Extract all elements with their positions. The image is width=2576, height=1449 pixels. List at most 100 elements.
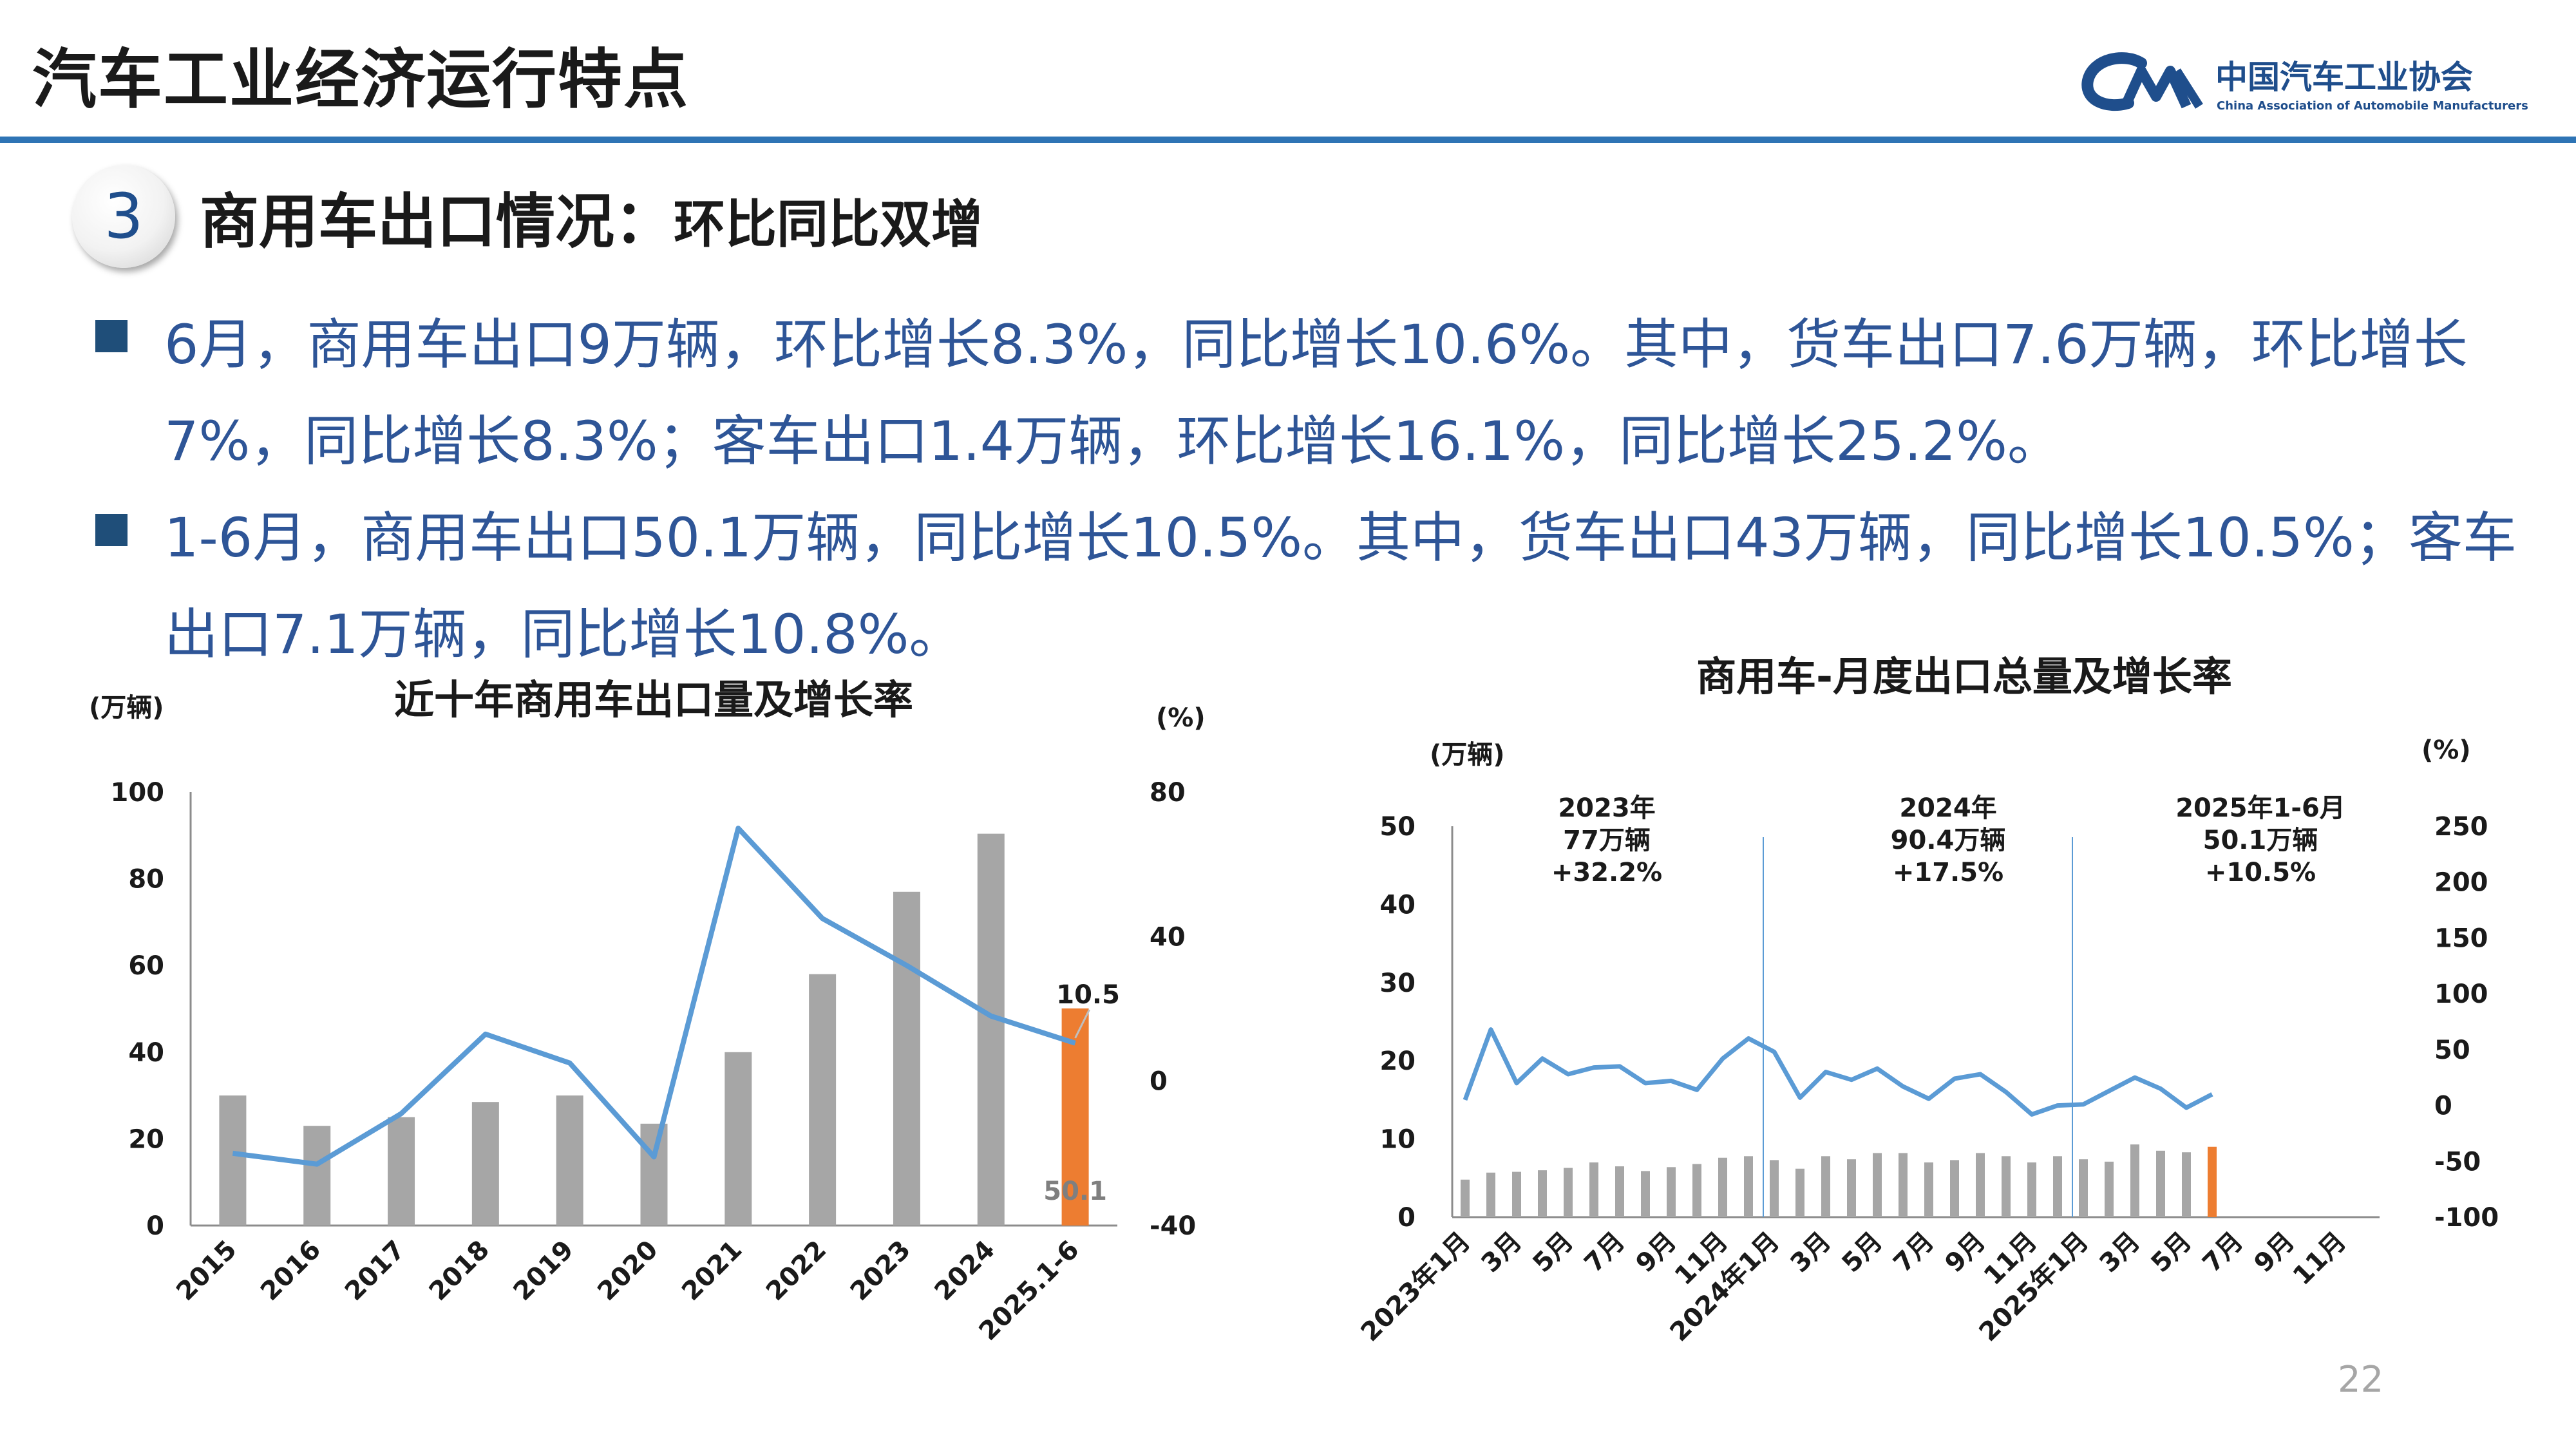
bar-3月 [1821, 1156, 1830, 1217]
y2-tick-label: 0 [2434, 1092, 2452, 1121]
y2-tick-label: 200 [2434, 868, 2488, 898]
bar-3月 [2130, 1144, 2139, 1217]
x-tick-label: 5月 [2146, 1227, 2197, 1278]
section-number-badge: 3 [72, 165, 175, 268]
bar-8月 [1950, 1160, 1959, 1217]
page-number: 22 [2338, 1359, 2384, 1401]
bar-3月 [1512, 1171, 1521, 1217]
bar-5月 [1873, 1153, 1882, 1217]
bar-2024年1月 [1770, 1160, 1779, 1217]
bullet-2-line-2: 出口7.1万辆，同比增长10.8%。 [164, 603, 963, 666]
y2-tick-label: -40 [1150, 1211, 1196, 1241]
y-tick-label: 0 [1397, 1203, 1416, 1233]
year-summary-annotation: +10.5% [2205, 858, 2316, 887]
section-title: 商用车出口情况：环比同比双增 [200, 174, 983, 260]
bar-11月 [2027, 1162, 2036, 1217]
section-title-main: 商用车出口情况： [200, 187, 674, 256]
y-tick-label: 20 [128, 1124, 164, 1154]
growth-rate-data-label: 10.5 [1056, 980, 1120, 1010]
bullet-marker [95, 514, 128, 546]
y2-tick-label: 0 [1150, 1067, 1168, 1097]
y2-tick-label: -100 [2434, 1203, 2499, 1233]
bar-2018 [471, 1102, 499, 1226]
year-summary-annotation: 2023年 [1558, 793, 1655, 823]
bar-2022 [809, 974, 837, 1226]
bullet-marker [95, 320, 128, 352]
bar-7月 [1615, 1166, 1624, 1217]
bar-2015 [219, 1095, 247, 1226]
y2-tick-label: 50 [2434, 1036, 2470, 1065]
x-tick-label: 7月 [2197, 1227, 2249, 1278]
bullet-2-line-1: 1-6月，商用车出口50.1万辆，同比增长10.5%。其中，货车出口43万辆，同… [164, 506, 2517, 569]
y2-axis-unit-label: (%) [1156, 703, 1206, 733]
bar-4月 [1538, 1170, 1547, 1217]
bar-6月 [1589, 1162, 1598, 1217]
y2-tick-label: 100 [2434, 980, 2488, 1009]
data-label-leader [1074, 1009, 1090, 1039]
x-tick-label: 3月 [2094, 1227, 2146, 1278]
y-axis-unit-label: (万辆) [1430, 740, 1505, 770]
bar-2024 [977, 833, 1005, 1226]
y2-tick-label: 40 [1150, 922, 1186, 952]
bar-2020 [640, 1123, 668, 1226]
bar-4月 [2156, 1150, 2165, 1217]
chart-title: 近十年商用车出口量及增长率 [394, 676, 913, 723]
year-summary-annotation: +32.2% [1551, 858, 1662, 887]
bar-10月 [2002, 1156, 2011, 1217]
bar-2月 [2105, 1161, 2114, 1217]
y2-tick-label: 250 [2434, 812, 2488, 842]
x-tick-label: 7月 [1579, 1227, 1631, 1278]
year-summary-annotation: +17.5% [1893, 858, 2003, 887]
y-tick-label: 40 [1379, 890, 1416, 920]
y-tick-label: 50 [1379, 812, 1416, 842]
y2-tick-label: 80 [1150, 778, 1186, 808]
y-tick-label: 80 [128, 865, 164, 895]
logo-chinese-name: 中国汽车工业协会 [2215, 59, 2473, 96]
year-summary-annotation: 90.4万辆 [1891, 826, 2006, 855]
chart-title: 商用车-月度出口总量及增长率 [1696, 653, 2232, 700]
growth-rate-line [232, 826, 1076, 1167]
bar-8月 [1641, 1171, 1650, 1217]
y-tick-label: 60 [128, 951, 164, 981]
x-tick-label: 2023年1月 [1356, 1227, 1477, 1348]
x-tick-label: 3月 [1476, 1227, 1528, 1278]
bar-5月 [1564, 1168, 1573, 1217]
bar-11月 [1718, 1157, 1727, 1217]
bar-12月 [2053, 1156, 2062, 1217]
bar-6月 [1899, 1153, 1908, 1217]
bar-2021 [724, 1052, 752, 1226]
bar-2016 [303, 1126, 331, 1226]
bar-5月 [2182, 1152, 2191, 1217]
bar-2023年1月 [1461, 1179, 1470, 1217]
x-tick-label: 11月 [2287, 1227, 2352, 1291]
logo-english-name: China Association of Automobile Manufact… [2217, 99, 2528, 113]
bar-2019 [556, 1095, 583, 1226]
section-number: 3 [104, 180, 144, 252]
year-summary-annotation: 2025年1-6月 [2175, 793, 2345, 823]
caam-logo: 中国汽车工业协会 China Association of Automobile… [2080, 45, 2531, 122]
x-tick-label: 5月 [1837, 1227, 1888, 1278]
bar-9月 [1976, 1153, 1985, 1217]
y2-tick-label: 150 [2434, 923, 2488, 953]
growth-rate-line [1463, 1027, 2213, 1117]
bar-2017 [388, 1117, 415, 1226]
volume-data-label: 50.1 [1043, 1177, 1107, 1206]
y-axis-unit-label: (万辆) [89, 693, 164, 723]
bullet-1-line-2: 7%，同比增长8.3%；客车出口1.4万辆，环比增长16.1%，同比增长25.2… [164, 410, 2061, 473]
bar-9月 [1667, 1167, 1676, 1217]
bar-2025.1-6 [1061, 1008, 1089, 1226]
bar-7月 [1924, 1162, 1933, 1217]
y-tick-label: 30 [1379, 969, 1416, 998]
bar-2025年1月 [2079, 1159, 2088, 1217]
bar-2月 [1486, 1172, 1495, 1217]
bar-2月 [1795, 1168, 1804, 1217]
y-tick-label: 100 [111, 778, 165, 808]
bar-10月 [1692, 1164, 1701, 1217]
y-tick-label: 0 [146, 1211, 164, 1241]
slide-title: 汽车工业经济运行特点 [32, 42, 689, 117]
y2-tick-label: -50 [2434, 1147, 2481, 1177]
y-tick-label: 10 [1379, 1125, 1416, 1155]
x-tick-label: 7月 [1888, 1227, 1940, 1278]
